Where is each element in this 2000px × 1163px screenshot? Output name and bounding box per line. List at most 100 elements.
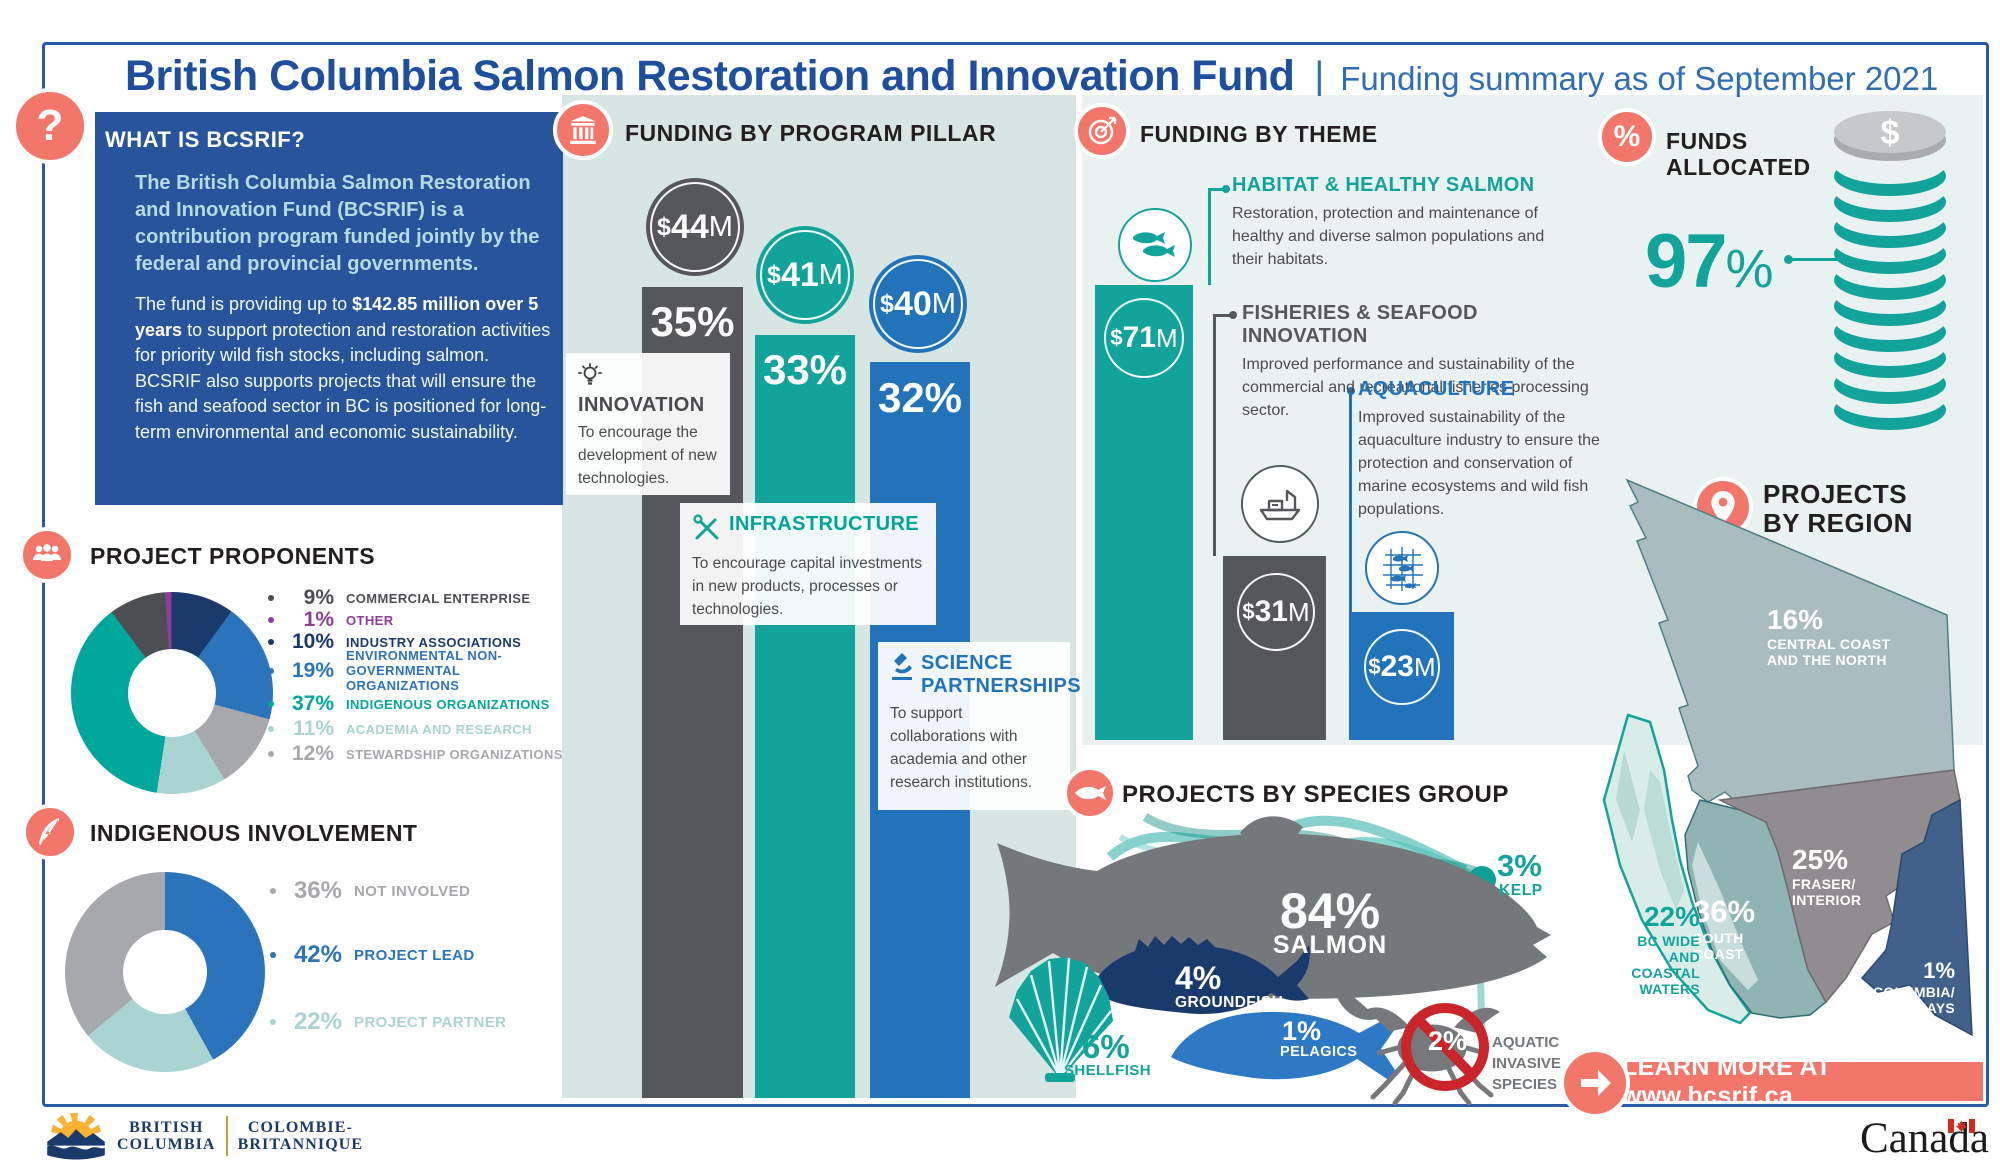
- legend-item: 22% PROJECT PARTNER: [270, 1008, 506, 1036]
- percent-value: 97: [1645, 219, 1728, 304]
- species-name: SHELLFISH: [1064, 1062, 1151, 1079]
- amount-currency: $: [1110, 325, 1123, 350]
- learn-more-text: LEARN MORE AT www.bcsrif.ca: [1622, 1052, 1832, 1110]
- legend-dot: [268, 617, 274, 623]
- percent-sign: %: [1725, 239, 1774, 299]
- region-name: CENTRAL COAST AND THE NORTH: [1767, 636, 1890, 668]
- about-heading: WHAT IS BCSRIF?: [105, 127, 306, 152]
- region-name-line: SOUTH: [1693, 930, 1744, 946]
- region-percent: 25%: [1792, 844, 1849, 875]
- pillar-percent: 35%: [650, 298, 735, 345]
- region-name-line: AND THE NORTH: [1767, 652, 1887, 668]
- theme-amount-badge: $71 M: [1100, 294, 1188, 382]
- legend-value: 19%: [291, 658, 334, 682]
- pillars-heading: FUNDING BY PROGRAM PILLAR: [625, 120, 997, 146]
- legend-label: PROJECT LEAD: [354, 946, 475, 964]
- connector-line: [1349, 391, 1352, 612]
- feather-icon: [22, 804, 78, 860]
- legend-label: ACADEMIA AND RESEARCH: [346, 721, 532, 737]
- title-divider: |: [1314, 55, 1325, 97]
- region-name-line: BC WIDE: [1637, 933, 1700, 949]
- pillar-description: To support collaborations with academia …: [890, 705, 1033, 791]
- connector-dot: [1229, 311, 1237, 319]
- about-lead-text: The British Columbia Salmon Restoration …: [135, 172, 540, 275]
- legend-dot: [270, 888, 276, 894]
- region-label: 22% BC WIDE AND COASTAL WATERS: [1566, 901, 1700, 997]
- legend-item: 19% ENVIRONMENTAL NON-GOVERNMENTAL ORGAN…: [268, 648, 521, 693]
- bc-region-map: [1602, 478, 1973, 1037]
- bc-logo-text: BRITISH: [129, 1119, 204, 1136]
- legend-value: 11%: [293, 717, 334, 740]
- species-name: GROUNDFISH: [1175, 994, 1284, 1011]
- region-percent: 16%: [1767, 604, 1824, 635]
- legend-label: INDIGENOUS ORGANIZATIONS: [346, 696, 550, 712]
- legend-dot: [268, 639, 274, 645]
- coin-dollar-glyph: $: [1881, 114, 1900, 152]
- legend-value: 1%: [303, 608, 334, 631]
- legend-item: 12% STEWARDSHIP ORGANIZATIONS: [268, 742, 563, 766]
- people-icon: [19, 527, 75, 583]
- canada-flag-icon: [1948, 1119, 1975, 1133]
- legend-label: INDUSTRY ASSOCIATIONS: [346, 634, 522, 650]
- amount-unit: M: [931, 287, 956, 320]
- funds-heading-line: FUNDS: [1666, 128, 1748, 154]
- pillar-icon: [553, 100, 613, 160]
- pillar-description: To encourage the development of new tech…: [578, 424, 717, 487]
- species-illustration: [995, 813, 1551, 1105]
- connector-dot: [1347, 387, 1355, 395]
- amount-value: 71: [1122, 321, 1156, 354]
- indigenous-donut-chart: [65, 872, 265, 1072]
- legend-label: COMMERCIAL ENTERPRISE: [346, 590, 531, 606]
- question-mark-icon: ?: [12, 88, 88, 164]
- pillar-amount-badge: $41 M: [756, 226, 854, 324]
- theme-item: HABITAT & HEALTHY SALMON Restoration, pr…: [1232, 174, 1572, 271]
- funds-heading-line: ALLOCATED: [1666, 154, 1811, 180]
- pillar-name: INNOVATION: [578, 394, 705, 416]
- legend-label: OTHER: [346, 612, 394, 628]
- proponents-heading: PROJECT PROPONENTS: [90, 543, 376, 569]
- amount-value: 44: [670, 207, 709, 246]
- region-name-line: INTERIOR: [1792, 892, 1862, 908]
- microscope-icon: [890, 652, 914, 687]
- region-percent: 1%: [1923, 958, 1955, 983]
- pelagics-icon: [1171, 1011, 1399, 1080]
- theme-item: AQUACULTURE Improved sustainability of t…: [1358, 378, 1608, 521]
- map-region-kootenays: [1860, 798, 1973, 1037]
- legend-label: PROJECT PARTNER: [354, 1013, 507, 1031]
- region-label: 1% COLUMBIA/KOOTENAYS: [1833, 958, 1955, 1016]
- region-name-line: KOOTENAYS: [1864, 1000, 1955, 1016]
- fish-icon: [1063, 766, 1117, 820]
- header: British Columbia Salmon Restoration and …: [125, 52, 1945, 101]
- legend-value: 9%: [303, 586, 334, 609]
- region-percent: 36%: [1693, 894, 1756, 929]
- amount-unit: M: [708, 210, 733, 243]
- themes-heading: FUNDING BY THEME: [1140, 121, 1378, 147]
- logo-divider: [225, 1116, 228, 1156]
- arrow-right-icon[interactable]: [1560, 1048, 1630, 1118]
- region-name-line: COLUMBIA/: [1872, 984, 1955, 1000]
- theme-name: AQUACULTURE: [1358, 378, 1515, 400]
- bc-sun-mountains-icon: [47, 1112, 105, 1160]
- proponents-donut-chart: [71, 592, 273, 794]
- learn-more-banner[interactable]: LEARN MORE AT www.bcsrif.ca: [1622, 1053, 1983, 1110]
- connector-line: [1213, 314, 1231, 317]
- pillar-description: To encourage capital investments in new …: [692, 555, 923, 618]
- legend-item: 10% INDUSTRY ASSOCIATIONS: [268, 630, 521, 654]
- legend-item: 36% NOT INVOLVED: [270, 877, 470, 905]
- coin-stack-icon: $: [1834, 111, 1946, 430]
- pillar-percent: 32%: [877, 374, 963, 421]
- groundfish-icon: [1081, 936, 1310, 1015]
- about-body-pre: The fund is providing up to: [135, 294, 353, 314]
- amount-value: 41: [780, 255, 819, 294]
- theme-name: FISHERIES & SEAFOOD INNOVATION: [1242, 302, 1478, 347]
- region-name-line: AND: [1668, 949, 1700, 965]
- region-name: SOUTH COAST: [1693, 930, 1755, 962]
- theme-amount-badge: $31 M: [1233, 569, 1319, 655]
- percent-icon: %: [1598, 108, 1656, 166]
- region-name-line: WATERS: [1639, 981, 1700, 997]
- species-percent: 1%: [1282, 1016, 1322, 1046]
- tools-icon: [692, 513, 722, 548]
- about-body-post: to support protection and restoration ac…: [135, 319, 551, 442]
- region-label: 25% FRASER/INTERIOR: [1792, 844, 1861, 908]
- bc-logo-text-fr: COLOMBIE-: [247, 1119, 353, 1136]
